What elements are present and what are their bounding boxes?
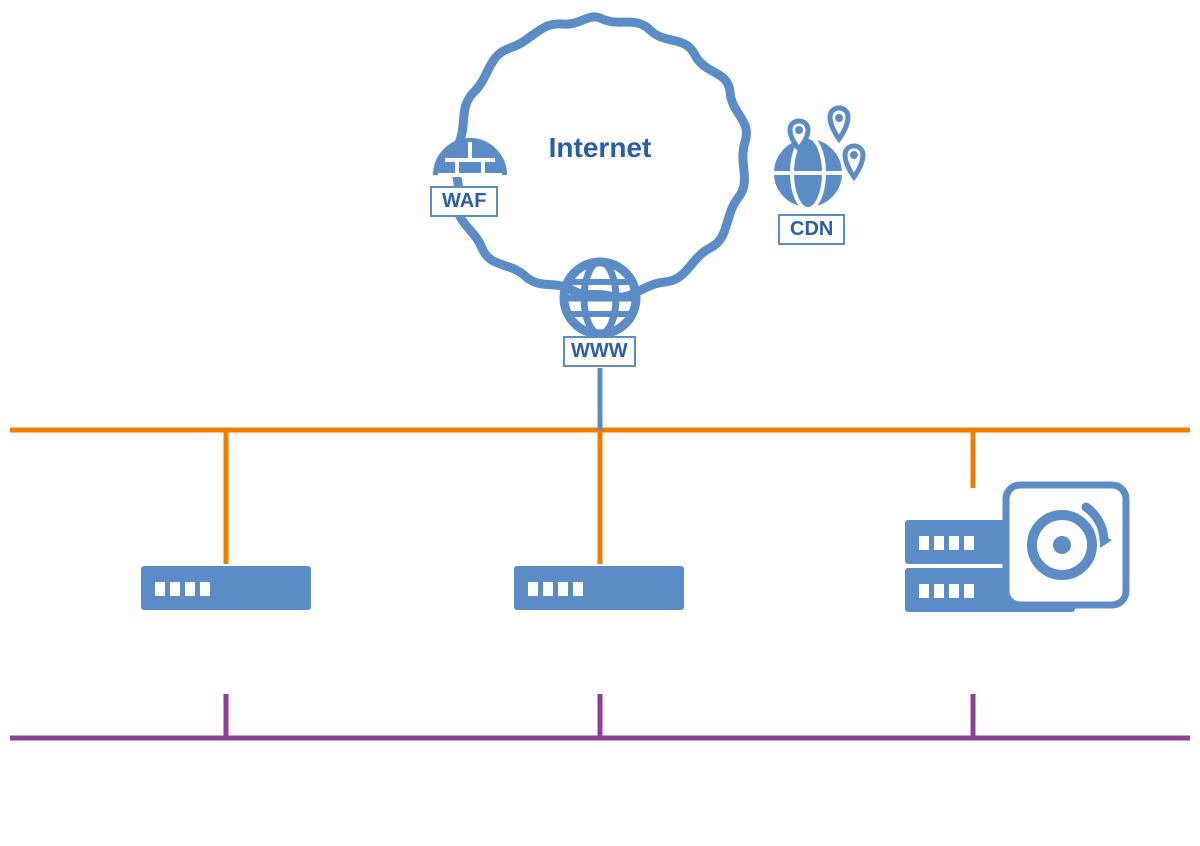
public-bus-label: Double vLAN Public IP bbox=[1049, 378, 1186, 474]
public-bus-label-line1: Double vLAN bbox=[1060, 403, 1186, 425]
internet-label: Internet bbox=[500, 132, 700, 164]
diagram-canvas bbox=[0, 0, 1200, 846]
private-bus-label-line2: Single vLAN (per customer account), Priv… bbox=[738, 836, 1186, 846]
storage-server bbox=[905, 485, 1126, 612]
private-bus-label: Leaseweb Private Networking Single vLAN … bbox=[727, 756, 1186, 846]
waf-label: WAF bbox=[430, 186, 498, 217]
server-left-label: Dedicated Server (frontend) bbox=[106, 626, 346, 676]
cdn-label: CDN bbox=[778, 214, 845, 245]
server-left bbox=[141, 566, 311, 610]
www-label: WWW bbox=[563, 336, 636, 367]
storage-server-label: Dedicated Storage Server bbox=[880, 626, 1100, 676]
cdn-icon bbox=[772, 108, 863, 209]
private-networking-bus bbox=[10, 694, 1190, 738]
server-mid-label: Dedicated Server (frontend) bbox=[480, 626, 720, 676]
disk-icon bbox=[1006, 485, 1126, 605]
private-bus-label-line1: Leaseweb Private Networking bbox=[904, 784, 1186, 806]
waf-icon bbox=[438, 142, 502, 175]
public-bus-label-line2: Public IP bbox=[1102, 451, 1186, 473]
server-mid bbox=[514, 566, 684, 610]
